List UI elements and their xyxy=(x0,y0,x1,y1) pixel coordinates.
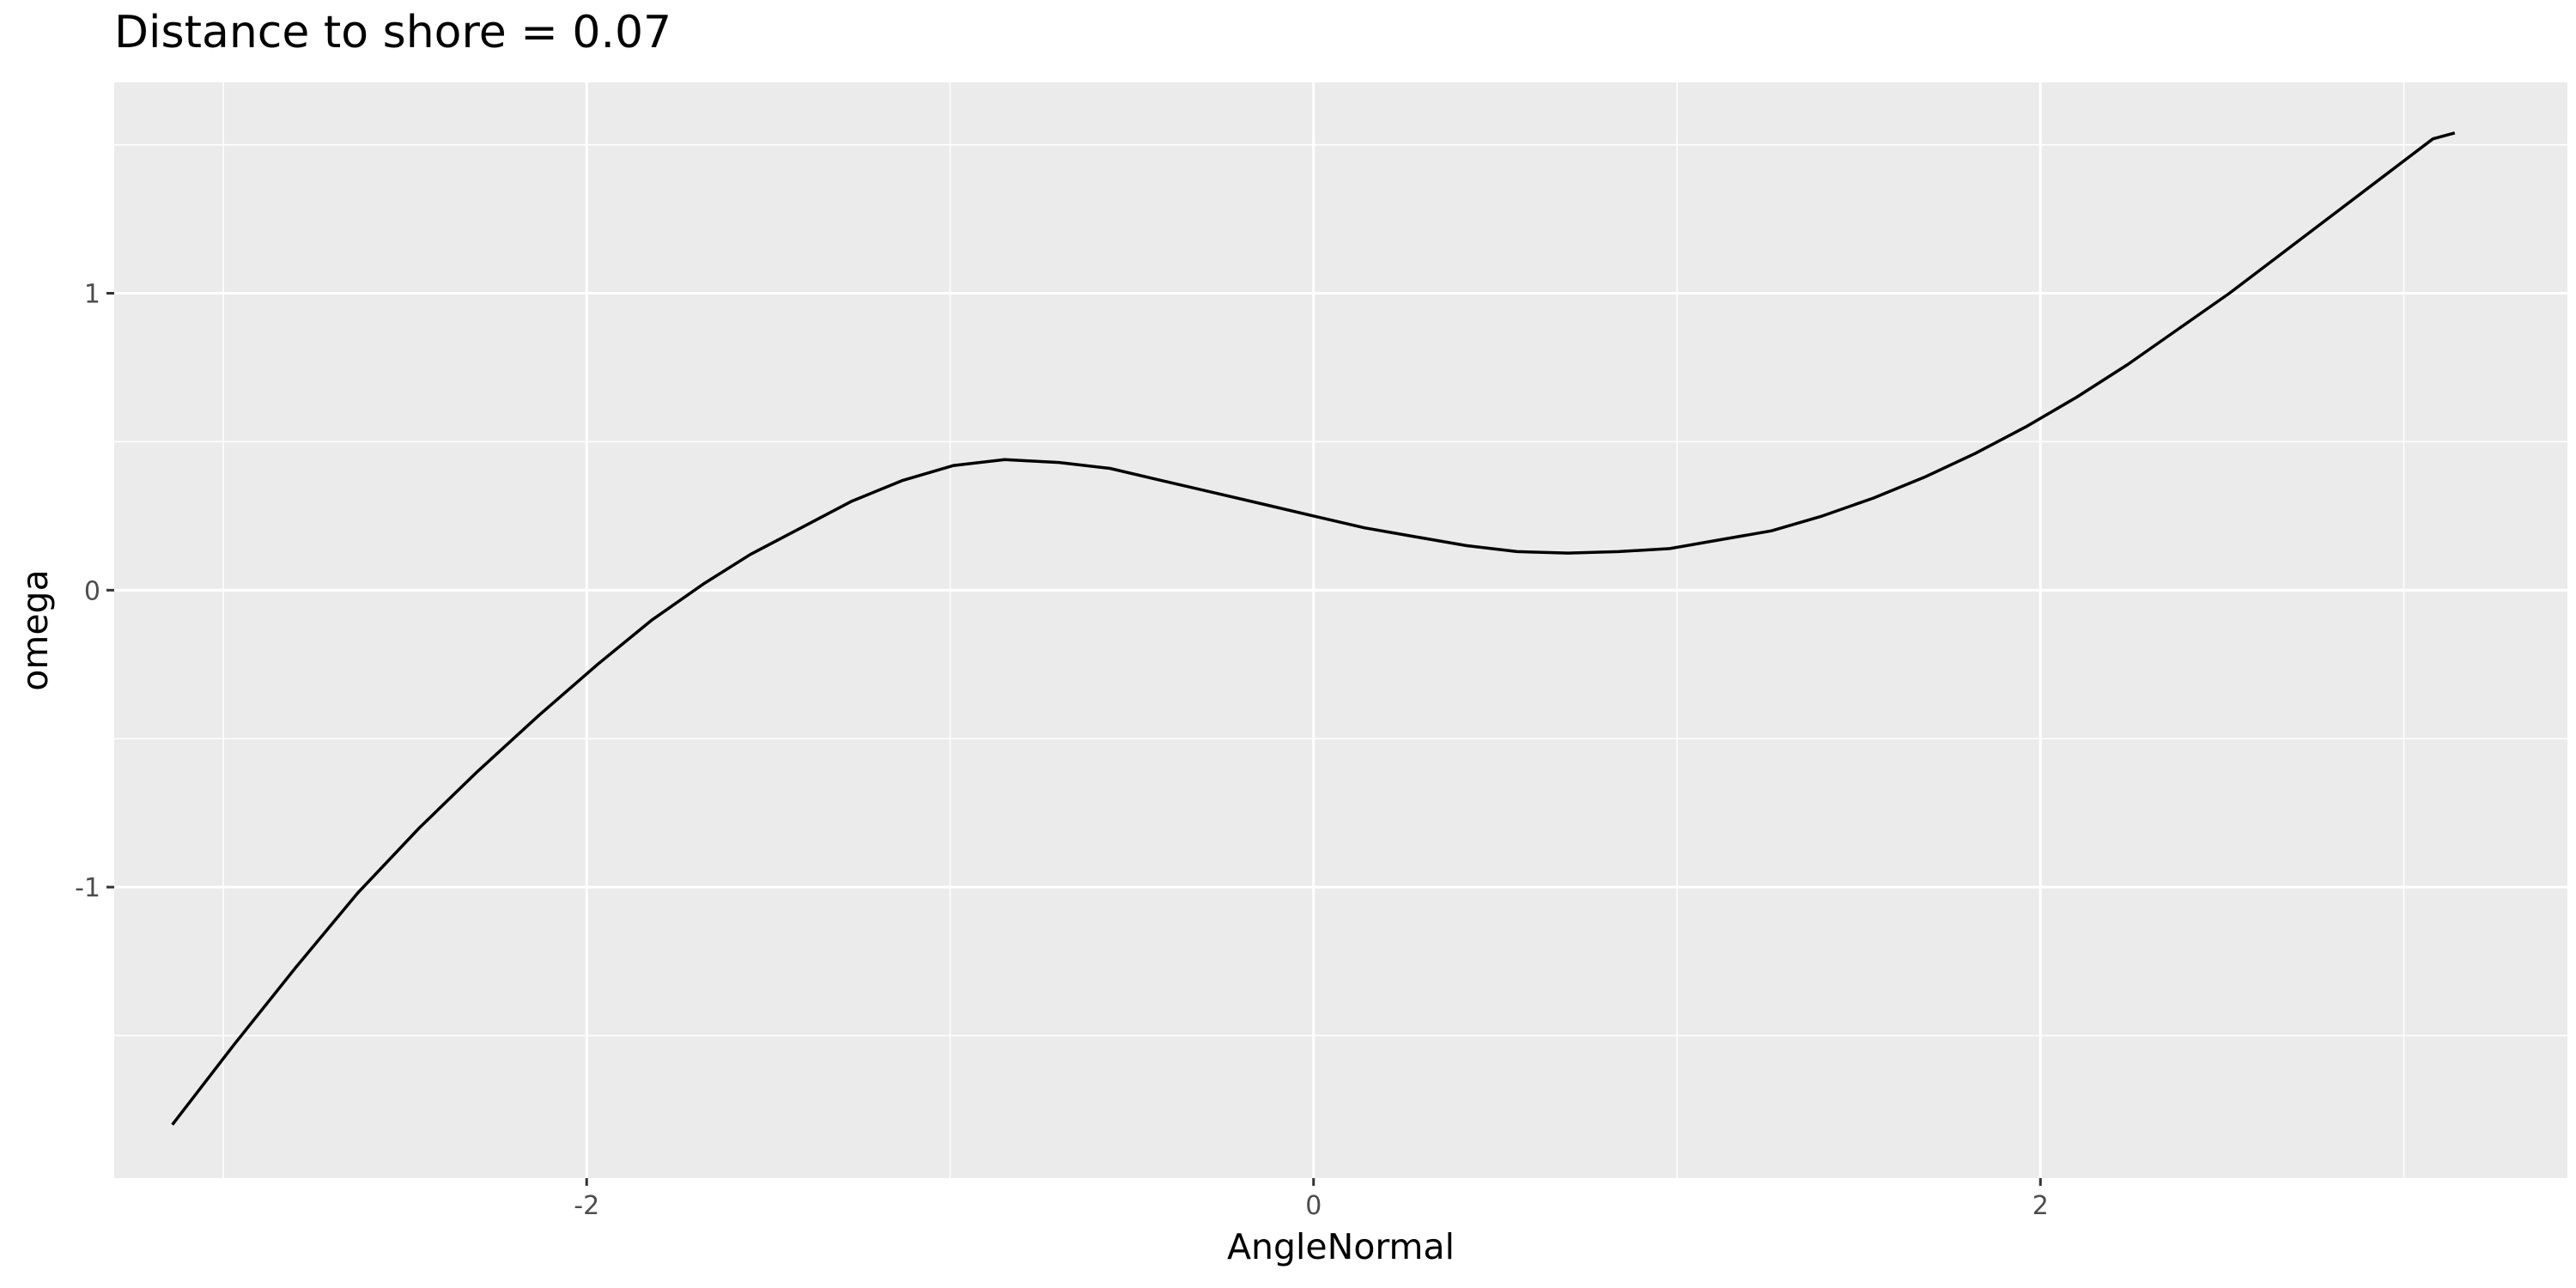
x-tick-label-1: 0 xyxy=(1305,1191,1321,1221)
plot-panel xyxy=(114,82,2567,1178)
x-tick-label-0: -2 xyxy=(574,1191,599,1221)
y-axis-title: omega xyxy=(15,569,56,690)
y-tick-label-2: 1 xyxy=(84,280,100,310)
chart-title: Distance to shore = 0.07 xyxy=(114,7,672,58)
series-line xyxy=(171,131,2456,1126)
x-axis-title: AngleNormal xyxy=(1227,1226,1455,1267)
y-tick-label-0: -1 xyxy=(75,873,100,903)
minor-gridlines xyxy=(114,82,2567,1178)
x-tick-label-2: 2 xyxy=(2032,1191,2049,1221)
x-axis: -2 0 2 xyxy=(574,1178,2049,1221)
y-tick-label-1: 0 xyxy=(84,576,100,606)
major-gridlines xyxy=(114,82,2567,1178)
y-axis: -1 0 1 xyxy=(75,280,114,903)
